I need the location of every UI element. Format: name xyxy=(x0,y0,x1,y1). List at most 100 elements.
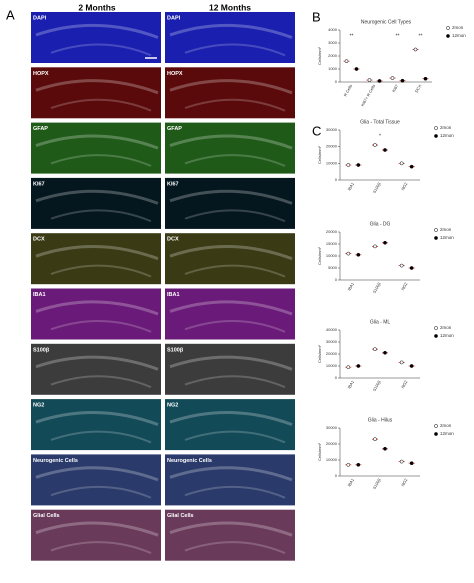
data-point xyxy=(346,365,351,370)
tissue-layer xyxy=(169,79,293,95)
image-label: Glial Cells xyxy=(33,513,60,519)
chart-title: Neurogenic Cell Types xyxy=(361,19,412,25)
tissue-layer xyxy=(50,430,152,444)
data-point xyxy=(346,251,351,256)
x-tick-label: IBA1 xyxy=(346,477,355,488)
significance: ** xyxy=(396,33,400,39)
tissue-layer xyxy=(184,264,286,278)
image-label: Neurogenic Cells xyxy=(167,458,212,464)
micrograph xyxy=(31,509,161,561)
micrograph xyxy=(165,122,295,174)
tissue-layer xyxy=(50,43,152,57)
tissue-layer xyxy=(35,410,159,427)
significance: * xyxy=(379,133,381,139)
data-point xyxy=(373,244,377,249)
image-label: NG2 xyxy=(167,403,178,409)
y-tick-label: 20000 xyxy=(326,229,338,234)
column-header: 2 Months xyxy=(78,2,116,12)
image-label: GFAP xyxy=(167,126,182,132)
x-tick-label: NG2 xyxy=(400,181,409,191)
tissue-layer xyxy=(169,300,293,316)
micrograph xyxy=(31,343,161,395)
x-tick-label: S100β xyxy=(372,181,383,194)
tissue-layer xyxy=(169,355,293,371)
y-tick-label: 10000 xyxy=(326,363,338,368)
y-tick-label: 10000 xyxy=(326,160,338,165)
image-label: KI67 xyxy=(167,181,179,187)
tissue-layer xyxy=(169,410,293,427)
tissue-layer xyxy=(184,319,286,333)
image-label: NG2 xyxy=(33,403,44,409)
y-tick-label: 40000 xyxy=(326,327,338,332)
tissue-layer xyxy=(184,430,286,444)
tissue-layer xyxy=(50,209,152,223)
y-axis-label: Cells/mm² xyxy=(317,344,322,363)
legend-marker xyxy=(434,236,438,240)
legend-marker xyxy=(434,432,438,436)
legend-label: 2mon xyxy=(440,227,452,232)
y-tick-label: 20000 xyxy=(326,441,338,446)
legend-marker xyxy=(446,34,450,38)
tissue-layer xyxy=(184,485,286,499)
legend-marker xyxy=(434,134,438,138)
x-tick-label: NG2 xyxy=(400,379,409,389)
tissue-layer xyxy=(50,541,152,554)
data-point xyxy=(399,161,404,166)
data-point xyxy=(383,350,387,355)
micrograph xyxy=(165,67,295,119)
chart-title: Glia - Total Tissue xyxy=(360,119,400,125)
image-label: IBA1 xyxy=(33,292,46,298)
data-point xyxy=(344,59,349,64)
micrograph xyxy=(31,177,161,229)
data-point xyxy=(354,67,359,71)
data-point xyxy=(409,164,414,169)
x-tick-label: S100β xyxy=(372,281,383,294)
significance: ** xyxy=(419,33,423,39)
data-point xyxy=(399,263,404,268)
y-axis-label: Cells/mm² xyxy=(317,442,322,461)
image-label: S100β xyxy=(167,347,184,353)
tissue-layer xyxy=(50,375,152,389)
legend-marker xyxy=(434,334,438,338)
chart-title: Glia - DG xyxy=(370,221,391,227)
data-point xyxy=(356,252,361,257)
tissue-layer xyxy=(184,541,286,554)
tissue-layer xyxy=(35,134,159,150)
y-tick-label: 30000 xyxy=(326,425,338,430)
x-tick-label: IBA1 xyxy=(346,181,355,192)
data-point xyxy=(409,364,414,368)
data-point xyxy=(377,79,382,83)
tissue-layer xyxy=(50,485,152,499)
legend-label: 2mon xyxy=(440,423,452,428)
data-point xyxy=(399,459,404,464)
tissue-layer xyxy=(50,154,152,167)
tissue-layer xyxy=(35,245,159,261)
tissue-layer xyxy=(50,319,152,333)
x-tick-label: R Cells xyxy=(343,84,354,98)
y-tick-label: 10000 xyxy=(326,457,338,462)
micrograph xyxy=(31,454,161,506)
x-tick-label: S100β xyxy=(372,379,383,392)
data-point xyxy=(409,266,414,270)
y-axis-label: Cells/mm² xyxy=(317,46,322,65)
data-point xyxy=(346,462,351,467)
chart-title: Glia - ML xyxy=(370,319,391,325)
y-tick-label: 15000 xyxy=(326,241,338,246)
data-point xyxy=(367,78,372,82)
data-point xyxy=(373,437,377,442)
y-tick-label: 1000 xyxy=(328,66,338,71)
tissue-layer xyxy=(35,466,159,482)
tissue-layer xyxy=(35,23,159,39)
tissue-layer xyxy=(169,23,293,39)
tissue-layer xyxy=(35,521,159,537)
image-label: KI67 xyxy=(33,181,45,187)
image-label: S100β xyxy=(33,347,50,353)
data-point xyxy=(346,163,351,167)
tissue-layer xyxy=(169,245,293,261)
tissue-layer xyxy=(50,264,152,278)
tissue-layer xyxy=(184,154,286,167)
tissue-layer xyxy=(169,189,293,205)
image-label: DAPI xyxy=(167,15,181,21)
tissue-layer xyxy=(50,98,152,112)
tissue-layer xyxy=(184,43,286,57)
